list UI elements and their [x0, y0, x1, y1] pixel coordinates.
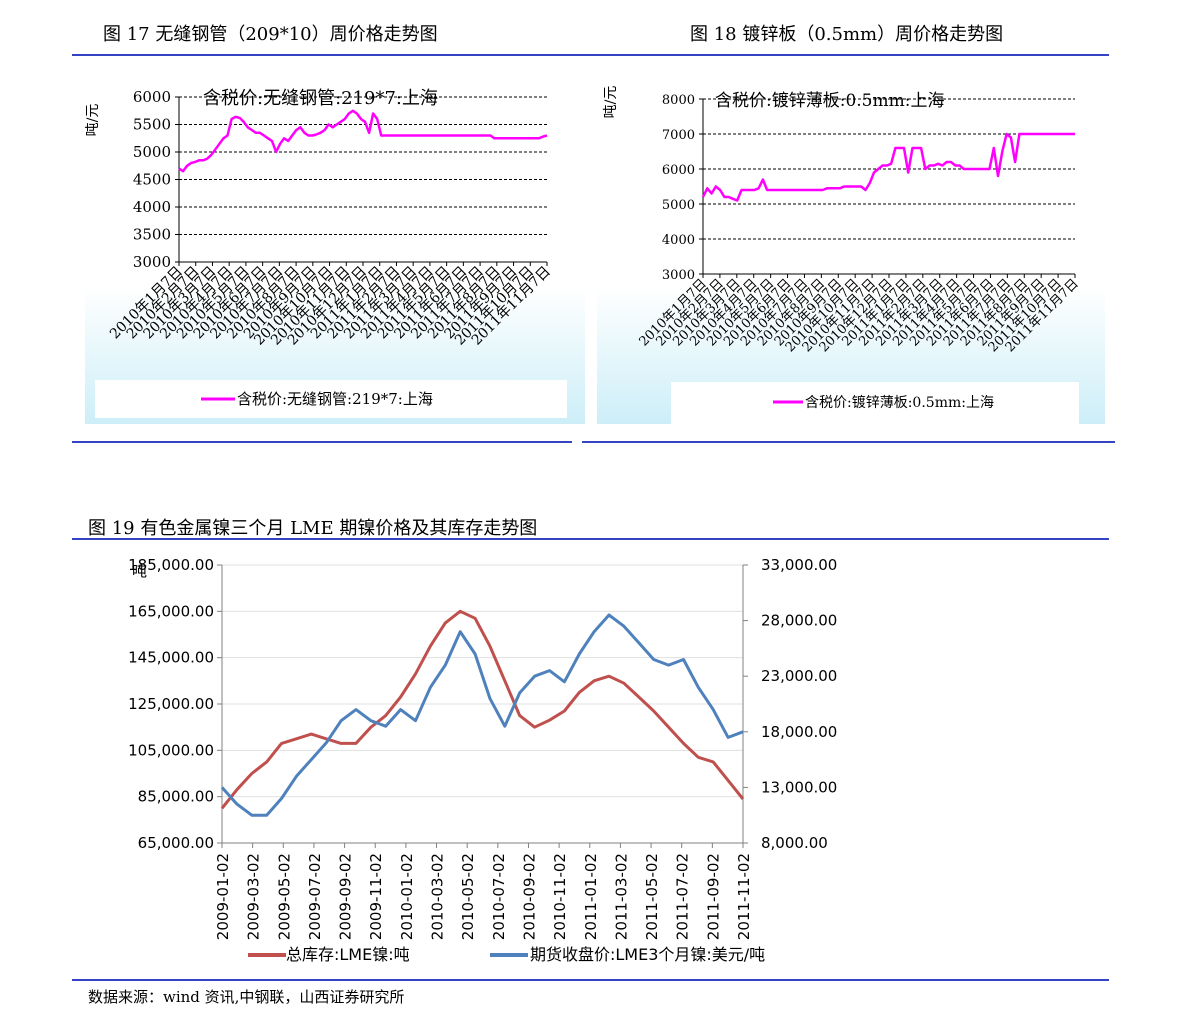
fig18-title: 图 18 镀锌板（0.5mm）周价格走势图 — [690, 24, 1004, 45]
fig19-legend-label-price: 期货收盘价:LME3个月镍:美元/吨 — [530, 945, 765, 964]
fig19-right-tick-label: 33,000.00 — [761, 556, 837, 574]
fig18-legend-label: 含税价:镀锌薄板:0.5mm:上海 — [805, 394, 994, 411]
fig19-left-tick-label: 125,000.00 — [128, 695, 214, 713]
fig19-xtick-label: 2011-05-02 — [643, 853, 661, 940]
fig19-left-tick-label: 185,000.00 — [128, 556, 214, 574]
fig18-bottom-rule — [582, 441, 1115, 443]
fig19-left-tick-label: 85,000.00 — [138, 788, 214, 806]
fig19-right-tick-label: 28,000.00 — [761, 612, 837, 630]
fig19-top-rule — [72, 538, 1109, 540]
fig19-xtick-label: 2009-09-02 — [337, 853, 355, 940]
fig18-ytick-label: 8000 — [662, 93, 695, 108]
fig17-ylabel: 吨/元 — [85, 104, 101, 137]
fig17-ytick-label: 3000 — [133, 253, 171, 271]
fig17-ytick-label: 4000 — [133, 198, 171, 216]
fig19-xtick-label: 2011-01-02 — [582, 853, 600, 940]
fig19-xtick-label: 2010-01-02 — [398, 853, 416, 940]
fig19-inventory-line — [220, 609, 745, 810]
fig19-left-tick-label: 165,000.00 — [128, 602, 214, 620]
fig17-chart: 60005500500045004000350030002010年1月7日201… — [85, 62, 585, 424]
fig19-xtick-label: 2010-03-02 — [429, 853, 447, 940]
fig19-right-tick-label: 23,000.00 — [761, 667, 837, 685]
fig19-xtick-label: 2010-11-02 — [551, 853, 569, 940]
fig19-xtick-label: 2010-09-02 — [520, 853, 538, 940]
fig18-legend-box — [671, 382, 1079, 424]
footer-rule — [72, 979, 1109, 981]
fig19-xtick-label: 2011-11-02 — [735, 853, 753, 940]
fig18-ytick-label: 3000 — [662, 268, 695, 283]
fig17-ytick-label: 3500 — [133, 226, 171, 244]
fig17-bottom-rule — [72, 441, 572, 443]
fig19-chart: 185,000.00 165,000.00 145,000.00 125,000.00… — [128, 556, 837, 964]
fig19-xtick-label: 2009-01-02 — [214, 853, 232, 940]
fig19-left-tick-label: 105,000.00 — [128, 741, 214, 759]
fig19-xtick-label: 2011-07-02 — [674, 853, 692, 940]
fig18-ytick-label: 5000 — [662, 198, 695, 213]
data-source: 数据来源：wind 资讯,中钢联，山西证券研究所 — [88, 988, 405, 1006]
fig17-chart-title: 含税价:无缝钢管:219*7:上海 — [203, 88, 438, 109]
fig19-left-tick-label: 65,000.00 — [138, 834, 214, 852]
fig18-ytick-label: 4000 — [662, 233, 695, 248]
fig18-ytick-label: 6000 — [662, 163, 695, 178]
fig18-chart-title: 含税价:镀锌薄板:0.5mm:上海 — [715, 91, 944, 111]
fig17-title: 图 17 无缝钢管（209*10）周价格走势图 — [103, 24, 438, 45]
fig17-ytick-label: 5000 — [133, 143, 171, 161]
fig18-ylabel: 吨/元 — [603, 86, 619, 119]
fig19-xtick-label: 2009-03-02 — [245, 853, 263, 940]
top-rule — [72, 54, 1109, 56]
fig19-right-tick-label: 18,000.00 — [761, 723, 837, 741]
fig19-right-tick-label: 8,000.00 — [761, 834, 828, 852]
fig19-xtick-label: 2010-07-02 — [490, 853, 508, 940]
fig19-legend-label-inventory: 总库存:LME镍:吨 — [286, 945, 410, 964]
fig19-xtick-label: 2010-05-02 — [459, 853, 477, 940]
fig19-xtick-label: 2009-07-02 — [306, 853, 324, 940]
fig17-ytick-label: 4500 — [133, 171, 171, 189]
fig17-legend-label: 含税价:无缝钢管:219*7:上海 — [237, 390, 433, 408]
fig18-ytick-label: 7000 — [662, 128, 695, 143]
fig19-left-tick-label: 145,000.00 — [128, 649, 214, 667]
fig17-ytick-label: 5500 — [133, 116, 171, 134]
fig19-xtick-label: 2011-03-02 — [612, 853, 630, 940]
fig19-xtick-label: 2011-09-02 — [704, 853, 722, 940]
fig18-chart: 8000700060005000400030002010年1月7日2010年2月… — [597, 62, 1105, 424]
fig18-series-line — [701, 132, 1075, 202]
fig17-background — [85, 62, 585, 424]
fig19-right-tick-label: 13,000.00 — [761, 778, 837, 796]
fig19-xtick-label: 2009-05-02 — [275, 853, 293, 940]
fig19-left-axis-label: 吨 — [132, 562, 147, 580]
fig19-title: 图 19 有色金属镍三个月 LME 期镍价格及其库存走势图 — [88, 518, 538, 539]
fig19-price-line — [220, 613, 744, 817]
fig17-legend-box — [95, 380, 567, 418]
fig17-series-line — [178, 109, 548, 173]
fig18-background — [597, 62, 1105, 424]
fig19-xtick-label: 2009-11-02 — [367, 853, 385, 940]
fig17-ytick-label: 6000 — [133, 88, 171, 106]
